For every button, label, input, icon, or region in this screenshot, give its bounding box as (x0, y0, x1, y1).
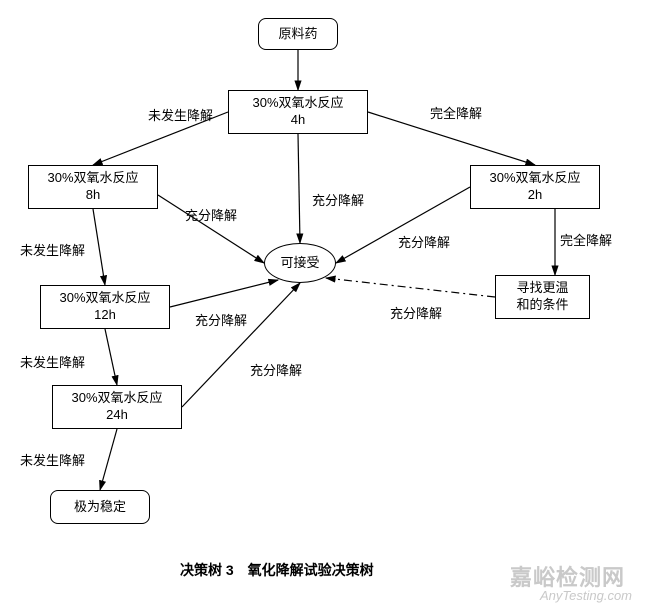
edge-h12_r-accept_bl (170, 280, 278, 307)
node-h8-label2: 8h (86, 187, 100, 204)
edge-label-l_h12_h24: 未发生降解 (20, 352, 85, 371)
edge-label-l_h2_accept: 充分降解 (398, 232, 450, 251)
node-accept: 可接受 (264, 243, 336, 283)
edge-label-l_h4_accept: 充分降解 (312, 190, 364, 209)
node-h2-label2: 2h (528, 187, 542, 204)
node-h24: 30%双氧水反应24h (52, 385, 182, 429)
node-stable-label1: 极为稳定 (74, 499, 126, 516)
edge-milder_l-accept_br (326, 278, 495, 297)
edge-h12_b-h24_t (105, 329, 117, 385)
edge-label-l_h8_accept: 充分降解 (185, 205, 237, 224)
caption: 决策树 3 氧化降解试验决策树 (180, 560, 374, 580)
edge-label-l_h24_accept: 充分降解 (250, 360, 302, 379)
node-h24-label1: 30%双氧水反应 (71, 390, 162, 407)
edge-h24_b-stable_t (100, 429, 117, 490)
node-h8: 30%双氧水反应8h (28, 165, 158, 209)
watermark-sub: AnyTesting.com (540, 588, 632, 603)
node-h4-label1: 30%双氧水反应 (252, 95, 343, 112)
node-milder-label2: 和的条件 (516, 297, 568, 314)
node-h12-label1: 30%双氧水反应 (59, 290, 150, 307)
node-stable: 极为稳定 (50, 490, 150, 524)
node-h2-label1: 30%双氧水反应 (489, 170, 580, 187)
node-h12: 30%双氧水反应12h (40, 285, 170, 329)
node-h24-label2: 24h (106, 407, 128, 424)
node-h12-label2: 12h (94, 307, 116, 324)
edge-label-l_h4_h2: 完全降解 (430, 103, 482, 122)
node-h2: 30%双氧水反应2h (470, 165, 600, 209)
node-start: 原料药 (258, 18, 338, 50)
edge-label-l_h12_accept: 充分降解 (195, 310, 247, 329)
node-milder: 寻找更温和的条件 (495, 275, 590, 319)
node-h8-label1: 30%双氧水反应 (47, 170, 138, 187)
edge-label-l_h2_milder: 完全降解 (560, 230, 612, 249)
node-milder-label1: 寻找更温 (516, 280, 568, 297)
edge-h4_b-accept_t (298, 134, 300, 243)
edge-label-l_h4_h8: 未发生降解 (148, 105, 213, 124)
node-start-label1: 原料药 (278, 26, 317, 43)
edge-h24_r-accept_b (182, 283, 300, 407)
edge-label-l_h8_h12: 未发生降解 (20, 240, 85, 259)
node-h4-label2: 4h (291, 112, 305, 129)
node-accept-label1: 可接受 (280, 255, 319, 272)
edge-label-l_milder_accept: 充分降解 (390, 303, 442, 322)
edge-h8_b-h12_t (93, 209, 105, 285)
edge-label-l_h24_stable: 未发生降解 (20, 450, 85, 469)
node-h4: 30%双氧水反应4h (228, 90, 368, 134)
